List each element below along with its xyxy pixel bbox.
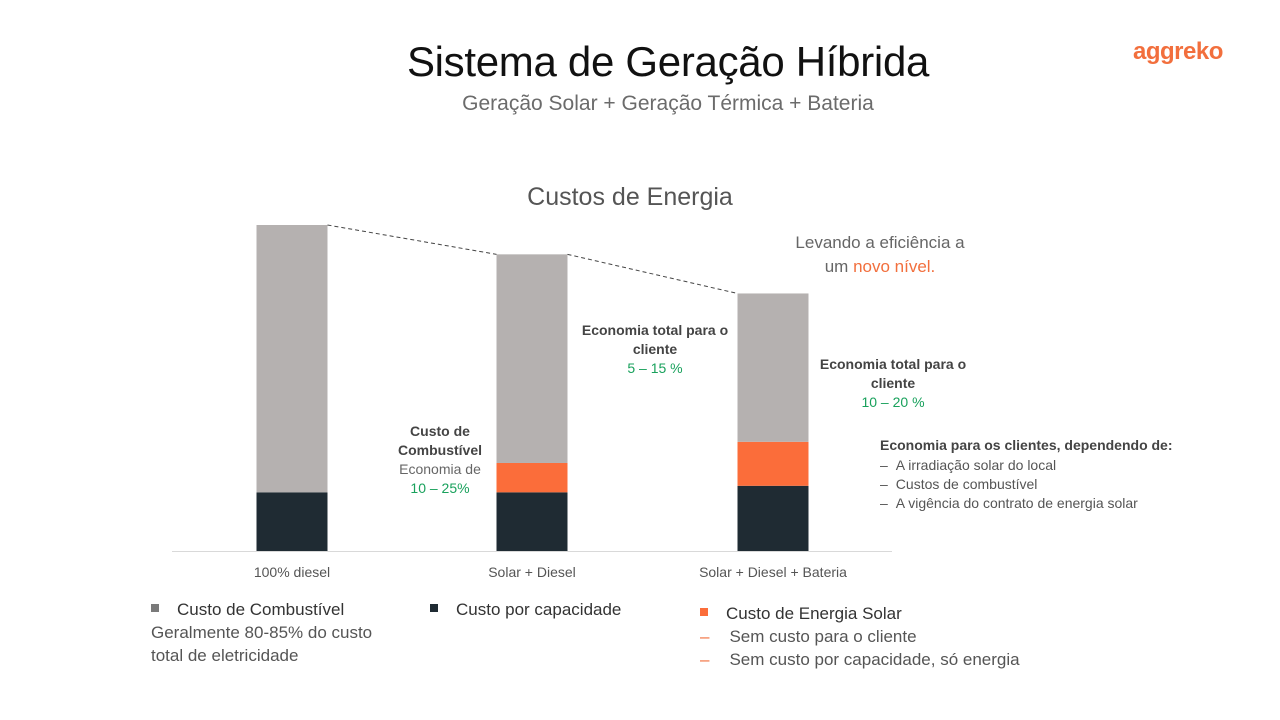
total-savings-annotation-2: Economia total para o cliente 10 – 20 %	[808, 355, 978, 412]
legend-solar-dash: –	[700, 627, 710, 646]
fuel-savings-title: Custo de Combustível	[397, 423, 482, 458]
savings-factors: Economia para os clientes, dependendo de…	[880, 436, 1173, 513]
savings-factor-item: A vigência do contrato de energia solar	[880, 494, 1173, 513]
total-savings-annotation-1: Economia total para o cliente 5 – 15 %	[570, 321, 740, 378]
total-savings-value-2: 10 – 20 %	[861, 394, 925, 410]
bar-fuel-3	[737, 293, 809, 442]
efficiency-tagline: Levando a eficiência a um novo nível.	[770, 231, 990, 279]
page-subtitle: Geração Solar + Geração Térmica + Bateri…	[462, 92, 874, 115]
legend-fuel: Custo de Combustível Geralmente 80-85% d…	[151, 598, 372, 667]
legend-fuel-swatch	[151, 604, 159, 612]
legend-capacity-title: Custo por capacidade	[456, 600, 622, 619]
efficiency-tagline-highlight: novo nível.	[853, 257, 936, 276]
legend-solar-item: Sem custo para o cliente	[729, 627, 917, 646]
legend-fuel-note-2: total de eletricidade	[151, 646, 299, 665]
trend-line-segment	[567, 253, 738, 294]
savings-factor-item: Custos de combustível	[880, 475, 1173, 494]
bar-solar-2	[496, 462, 568, 493]
efficiency-tagline-line1: Levando a eficiência a	[795, 233, 965, 252]
legend-capacity: Custo por capacidade	[430, 598, 621, 621]
total-savings-title-1: Economia total para o cliente	[581, 322, 729, 357]
efficiency-tagline-pre: um	[824, 257, 849, 276]
bar-capacity-3	[737, 485, 809, 551]
chart-title: Custos de Energia	[527, 183, 733, 211]
total-savings-title-2: Economia total para o cliente	[819, 356, 967, 391]
legend-fuel-title: Custo de Combustível	[177, 600, 345, 619]
bar-capacity-2	[496, 492, 568, 551]
bar-solar-3	[737, 441, 809, 486]
savings-factor-item: A irradiação solar do local	[880, 456, 1173, 475]
trend-line-segment	[327, 224, 497, 255]
legend-solar-title: Custo de Energia Solar	[726, 604, 902, 623]
aggreko-logo: aggreko	[1133, 38, 1223, 65]
fuel-savings-value: 10 – 25%	[410, 480, 470, 496]
legend-solar-dash: –	[700, 650, 710, 669]
x-tick-label-2: Solar + Diesel	[488, 564, 576, 580]
total-savings-value-1: 5 – 15 %	[627, 360, 683, 376]
legend-capacity-swatch	[430, 604, 438, 612]
bar-fuel-2	[496, 254, 568, 463]
savings-factors-heading: Economia para os clientes, dependendo de…	[880, 437, 1173, 453]
x-tick-label-1: 100% diesel	[253, 564, 331, 580]
fuel-savings-annotation: Custo de Combustível Economia de 10 – 25…	[370, 422, 510, 498]
legend-solar-item: Sem custo por capacidade, só energia	[729, 650, 1020, 669]
bar-capacity-1	[256, 492, 328, 551]
fuel-savings-label: Economia de	[399, 461, 481, 477]
x-tick-label-3: Solar + Diesel + Bateria	[699, 564, 847, 580]
legend-fuel-note-1: Geralmente 80-85% do custo	[151, 623, 373, 642]
bar-fuel-1	[256, 225, 328, 493]
legend-solar: Custo de Energia Solar – Sem custo para o…	[700, 602, 1020, 671]
page-title: Sistema de Geração Híbrida	[406, 38, 930, 85]
legend-solar-swatch	[700, 608, 708, 616]
